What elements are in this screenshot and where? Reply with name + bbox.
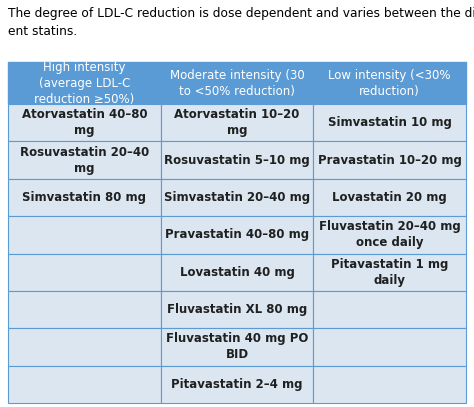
Text: Low intensity (<30%
reduction): Low intensity (<30% reduction) [328, 68, 451, 98]
Text: The degree of LDL-C reduction is dose dependent and varies between the differ-
e: The degree of LDL-C reduction is dose de… [8, 7, 474, 38]
Bar [161, 104, 313, 141]
Text: Simvastatin 20–40 mg: Simvastatin 20–40 mg [164, 191, 310, 204]
Text: Pravastatin 10–20 mg: Pravastatin 10–20 mg [318, 153, 462, 166]
Text: Fluvastatin 40 mg PO
BID: Fluvastatin 40 mg PO BID [166, 333, 308, 361]
Bar [8, 216, 161, 254]
Bar [313, 328, 466, 365]
Text: Rosuvastatin 20–40
mg: Rosuvastatin 20–40 mg [20, 146, 149, 175]
Text: Lovastatin 40 mg: Lovastatin 40 mg [180, 266, 294, 279]
Text: Pravastatin 40–80 mg: Pravastatin 40–80 mg [165, 228, 309, 241]
Bar [313, 216, 466, 254]
Bar [313, 254, 466, 291]
Bar [161, 216, 313, 254]
Bar [161, 62, 313, 104]
Bar [313, 365, 466, 403]
Text: Fluvastatin 20–40 mg
once daily: Fluvastatin 20–40 mg once daily [319, 220, 461, 249]
Bar [8, 291, 161, 328]
Bar [313, 62, 466, 104]
Bar [8, 365, 161, 403]
Text: High intensity
(average LDL-C
reduction ≥50%): High intensity (average LDL-C reduction … [34, 61, 135, 105]
Bar [8, 62, 161, 104]
Bar [8, 141, 161, 179]
Text: Rosuvastatin 5–10 mg: Rosuvastatin 5–10 mg [164, 153, 310, 166]
Text: Lovastatin 20 mg: Lovastatin 20 mg [332, 191, 447, 204]
Text: Simvastatin 10 mg: Simvastatin 10 mg [328, 116, 452, 129]
Text: Simvastatin 80 mg: Simvastatin 80 mg [22, 191, 146, 204]
Bar [161, 291, 313, 328]
Text: Atorvastatin 10–20
mg: Atorvastatin 10–20 mg [174, 108, 300, 137]
Bar [313, 291, 466, 328]
Text: Pitavastatin 2–4 mg: Pitavastatin 2–4 mg [171, 378, 303, 391]
Text: Pitavastatin 1 mg
daily: Pitavastatin 1 mg daily [331, 258, 448, 287]
Bar [161, 328, 313, 365]
Bar [8, 179, 161, 216]
Text: Fluvastatin XL 80 mg: Fluvastatin XL 80 mg [167, 303, 307, 316]
Bar [161, 141, 313, 179]
Bar [161, 179, 313, 216]
Bar [8, 328, 161, 365]
Bar [313, 179, 466, 216]
Bar [8, 254, 161, 291]
Text: Moderate intensity (30
to <50% reduction): Moderate intensity (30 to <50% reduction… [170, 68, 304, 98]
Bar [8, 104, 161, 141]
Bar [161, 365, 313, 403]
Bar [161, 254, 313, 291]
Text: Atorvastatin 40–80
mg: Atorvastatin 40–80 mg [21, 108, 147, 137]
Bar [313, 141, 466, 179]
Bar [313, 104, 466, 141]
